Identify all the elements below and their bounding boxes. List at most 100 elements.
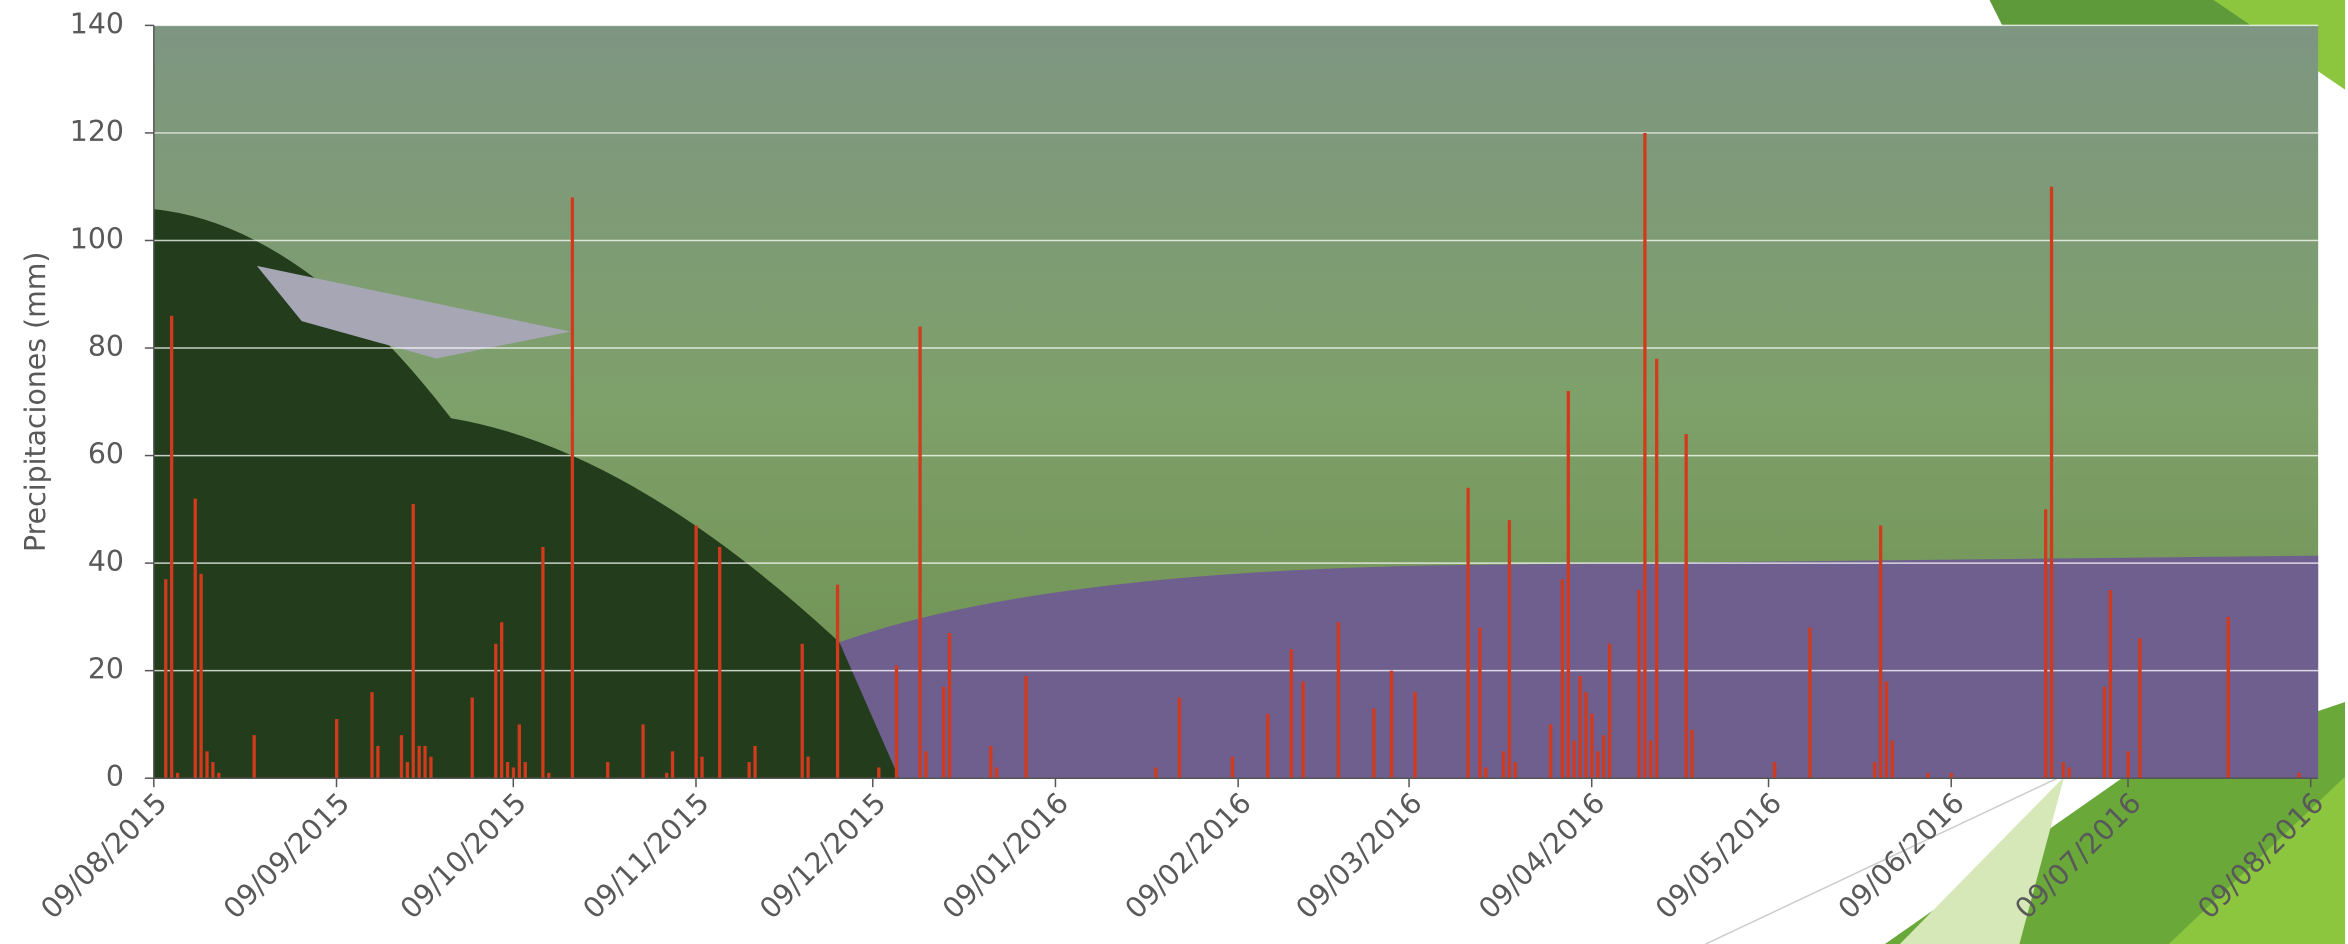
bar bbox=[1649, 740, 1653, 779]
bar bbox=[1890, 740, 1895, 779]
y-tick-label: 80 bbox=[88, 330, 124, 363]
bar bbox=[2226, 616, 2230, 779]
x-tick-label: 09/11/2015 bbox=[577, 786, 716, 925]
bar bbox=[918, 326, 922, 779]
bar bbox=[1584, 692, 1588, 779]
y-tick-label: 140 bbox=[70, 7, 124, 40]
bar bbox=[1602, 735, 1606, 779]
bar bbox=[877, 767, 881, 779]
bar bbox=[370, 692, 374, 779]
y-tick-label: 20 bbox=[88, 653, 124, 686]
bar bbox=[806, 756, 810, 779]
bar bbox=[523, 762, 527, 779]
bar bbox=[1266, 713, 1270, 779]
bar bbox=[1949, 772, 1953, 779]
bar bbox=[670, 751, 675, 779]
bar bbox=[417, 745, 421, 779]
x-tick-label: 09/08/2015 bbox=[34, 786, 173, 925]
y-tick-label: 120 bbox=[70, 115, 124, 148]
bar bbox=[753, 745, 757, 779]
bar bbox=[989, 745, 993, 779]
bar bbox=[505, 762, 510, 779]
bar bbox=[1513, 762, 1517, 779]
x-tick-label: 09/12/2015 bbox=[753, 786, 892, 925]
bar bbox=[1637, 590, 1641, 779]
bar bbox=[700, 756, 704, 779]
bar bbox=[193, 498, 197, 779]
bar bbox=[2138, 638, 2142, 779]
bar bbox=[429, 756, 433, 779]
bar bbox=[205, 751, 209, 779]
bar bbox=[1690, 729, 1694, 779]
bar bbox=[1808, 627, 1812, 779]
bar bbox=[470, 697, 474, 779]
bar bbox=[2061, 762, 2065, 779]
bar bbox=[175, 772, 180, 779]
bar bbox=[399, 735, 404, 779]
bar bbox=[1607, 643, 1612, 779]
bar bbox=[665, 772, 669, 779]
x-tick-label: 09/05/2016 bbox=[1649, 786, 1788, 925]
x-tick-label: 09/02/2016 bbox=[1119, 786, 1258, 925]
y-axis-title: Precipitaciones (mm) bbox=[19, 252, 52, 552]
bar bbox=[517, 724, 521, 779]
bar bbox=[835, 584, 840, 779]
bar bbox=[1230, 756, 1235, 779]
bar bbox=[2297, 772, 2301, 779]
bar bbox=[1548, 724, 1553, 779]
bar bbox=[1289, 649, 1293, 779]
bar bbox=[541, 546, 545, 779]
bar bbox=[1655, 358, 1659, 779]
bar bbox=[570, 197, 575, 779]
x-tick-label: 09/10/2015 bbox=[394, 786, 533, 925]
bar bbox=[800, 643, 804, 779]
bar bbox=[494, 643, 498, 779]
bar bbox=[1566, 391, 1570, 779]
bar bbox=[1154, 767, 1158, 779]
bar bbox=[423, 745, 427, 779]
bar bbox=[641, 724, 645, 779]
bar bbox=[211, 762, 215, 779]
bar bbox=[500, 622, 504, 779]
x-tick-label: 09/09/2015 bbox=[217, 786, 356, 925]
bar bbox=[1484, 767, 1488, 779]
bar bbox=[252, 735, 256, 779]
bar bbox=[606, 762, 610, 779]
bar bbox=[947, 633, 952, 779]
bar bbox=[1301, 681, 1305, 779]
bar bbox=[1466, 487, 1470, 779]
bar bbox=[1501, 751, 1506, 779]
bar bbox=[217, 772, 221, 779]
bar bbox=[511, 767, 516, 779]
y-tick-label: 60 bbox=[88, 438, 124, 471]
bar bbox=[1684, 434, 1688, 779]
bar bbox=[2067, 767, 2071, 779]
bar bbox=[1389, 670, 1394, 779]
bar bbox=[1507, 520, 1512, 779]
bar bbox=[924, 751, 928, 779]
bar bbox=[1884, 681, 1889, 779]
bar bbox=[1878, 525, 1883, 779]
bar bbox=[694, 525, 698, 779]
bar bbox=[405, 762, 410, 779]
bar bbox=[894, 665, 899, 779]
bar bbox=[1560, 579, 1565, 779]
bar bbox=[2126, 751, 2130, 779]
bar bbox=[1572, 740, 1576, 779]
bar bbox=[547, 772, 551, 779]
bar bbox=[941, 686, 946, 779]
y-tick-label: 100 bbox=[70, 222, 124, 255]
x-tick-label: 09/03/2016 bbox=[1290, 786, 1429, 925]
bar bbox=[1336, 622, 1341, 779]
bar bbox=[1926, 772, 1930, 779]
bar bbox=[1578, 676, 1582, 779]
x-tick-label: 09/01/2016 bbox=[936, 786, 1075, 925]
bar bbox=[411, 503, 415, 779]
bar bbox=[335, 719, 339, 779]
bar bbox=[2102, 686, 2107, 779]
bar bbox=[2108, 590, 2113, 779]
bar bbox=[376, 745, 380, 779]
bar bbox=[1024, 676, 1028, 779]
y-tick-label: 0 bbox=[106, 760, 124, 793]
